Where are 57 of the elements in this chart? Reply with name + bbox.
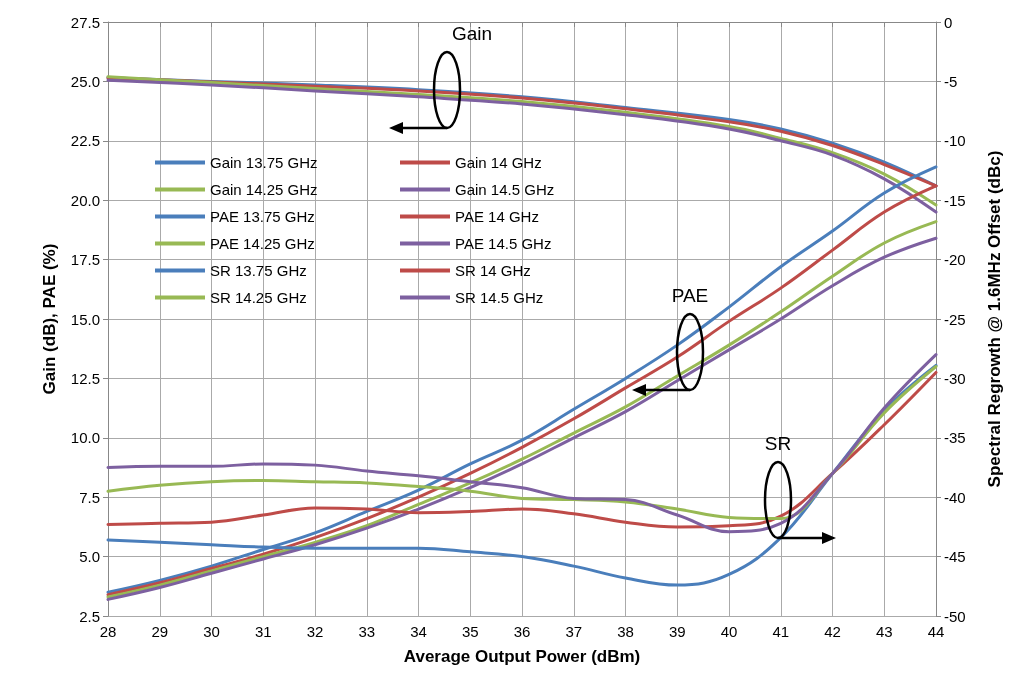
y2-tick-label: -5 [944,72,958,90]
y-tick-label: 12.5 [70,369,100,387]
annotation: Gain [451,23,493,44]
x-tick-label: 29 [151,623,169,640]
y2-tick-label: -25 [944,310,966,328]
x-tick-label: 40 [720,623,738,640]
x-tick-label: 32 [306,623,324,640]
x-tick-label: 34 [410,623,427,640]
x-tick-label: 28 [99,623,117,640]
y-tick-label: 20.0 [70,191,100,209]
y2-tick-label: -20 [944,251,966,269]
y2-tick-label: -35 [944,429,966,447]
legend-label: PAE 14.5 GHz [455,235,552,252]
y-tick-label: 15.0 [70,310,100,328]
legend-label: Gain 14.25 GHz [210,181,318,198]
x-tick-label: 31 [254,623,272,640]
legend-label: Gain 14.5 GHz [455,181,555,198]
x-tick-label: 39 [668,623,686,640]
y-tick-label: 17.5 [70,251,100,269]
legend-label: SR 14.5 GHz [455,289,544,306]
y-tick-label: 25.0 [70,72,100,90]
x-tick-label: 38 [617,623,634,640]
y2-axis-title: Spectral Regrowth @ 1.6MHz Offset (dBc) [985,150,1004,488]
x-tick-label: 33 [358,623,376,640]
legend-label: PAE 14.25 GHz [210,235,315,252]
annotation: PAE [671,285,709,306]
legend-label: SR 13.75 GHz [210,262,307,279]
x-tick-label: 44 [927,623,945,640]
x-tick-label: 41 [772,623,790,640]
annotation: SR [764,433,792,454]
legend-label: PAE 14 GHz [455,208,539,225]
y-tick-label: 27.5 [70,13,100,31]
legend-label: Gain 14 GHz [455,154,542,171]
y-tick-label: 5.0 [79,548,100,566]
y-tick-label: 22.5 [70,132,100,150]
y2-tick-label: -15 [944,191,966,209]
legend-label: Gain 13.75 GHz [210,154,318,171]
y2-tick-label: -45 [944,548,966,566]
y2-tick-label: 0 [944,13,953,31]
y-axis-title: Gain (dB), PAE (%) [40,243,59,395]
x-tick-label: 36 [513,623,531,640]
legend-label: PAE 13.75 GHz [210,208,315,225]
legend-label: SR 14.25 GHz [210,289,307,306]
y-tick-label: 2.5 [79,607,100,625]
x-tick-label: 35 [461,623,479,640]
legend-label: SR 14 GHz [455,262,531,279]
y2-tick-label: -10 [944,132,966,150]
y-tick-label: 7.5 [79,488,100,506]
x-axis-title: Average Output Power (dBm) [403,647,641,666]
x-tick-label: 37 [565,623,583,640]
x-tick-label: 42 [824,623,841,640]
y2-tick-label: -50 [944,607,966,625]
y2-tick-label: -40 [944,488,966,506]
x-tick-label: 43 [875,623,893,640]
y-tick-label: 10.0 [70,429,100,447]
y2-tick-label: -30 [944,369,966,387]
x-tick-label: 30 [203,623,220,640]
